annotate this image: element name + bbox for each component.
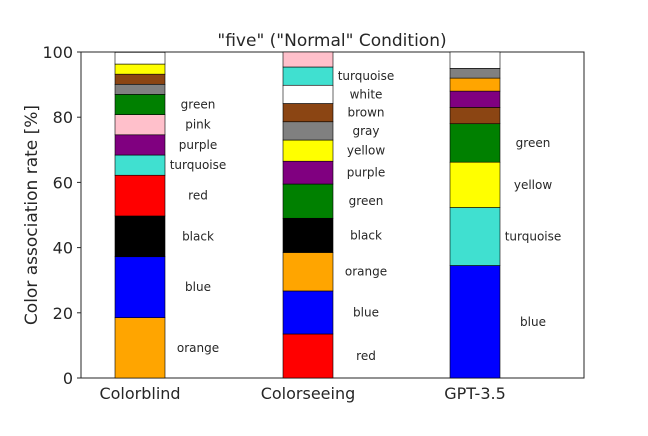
bar-segment-brown <box>282 103 334 123</box>
y-tick-label: 40 <box>53 239 73 258</box>
bar-segment-red <box>282 333 334 379</box>
segment-label-blue: blue <box>520 315 546 329</box>
bar-segment-gray <box>449 68 501 79</box>
bar-segment-turquoise <box>449 207 501 266</box>
segment-label-orange: orange <box>345 265 387 279</box>
segment-label-gray: gray <box>352 124 379 138</box>
segment-label-purple: purple <box>347 166 386 180</box>
bar-segment-white <box>282 84 334 104</box>
y-tick-label: 60 <box>53 173 73 192</box>
bar-segment-yellow <box>282 139 334 162</box>
segment-label-brown: brown <box>347 106 384 120</box>
x-tick-label: GPT-3.5 <box>444 384 506 403</box>
bar-segment-red <box>114 174 166 217</box>
bar-segment-yellow <box>114 63 166 75</box>
segment-label-green: green <box>349 194 384 208</box>
segment-label-red: red <box>356 349 376 363</box>
x-tick-label: Colorseeing <box>261 384 356 403</box>
bar-segment-purple <box>282 160 334 185</box>
bar-segment-pink <box>114 114 166 136</box>
segment-label-white: white <box>350 87 383 101</box>
bar-segment-orange <box>282 252 334 292</box>
y-tick-label: 80 <box>53 108 73 127</box>
bar-segment-black <box>282 217 334 253</box>
bar-segment-purple <box>114 134 166 156</box>
segment-label-red: red <box>188 189 208 203</box>
bar-segment-blue <box>282 290 334 335</box>
bar-segment-yellow <box>449 161 501 208</box>
y-axis-label: Color association rate [%] <box>22 105 42 325</box>
bar-segment-blue <box>449 265 501 379</box>
segment-label-blue: blue <box>185 280 211 294</box>
bar-segment-turquoise <box>282 66 334 86</box>
plot-area: 0 20 40 60 80 100 orange blue black red turquoise p… <box>42 43 585 403</box>
bar-segment-orange <box>114 317 166 379</box>
bar-segment-brown <box>449 107 501 125</box>
bar-segment-pink <box>282 51 334 68</box>
segment-label-orange: orange <box>177 341 219 355</box>
segment-label-black: black <box>182 229 214 243</box>
segment-label-turquoise: turquoise <box>505 230 562 244</box>
bar-segment-green <box>282 183 334 219</box>
segment-label-black: black <box>350 228 382 242</box>
x-tick-label: Colorblind <box>99 384 180 403</box>
bar-segment-green <box>114 94 166 115</box>
segment-label-blue: blue <box>353 305 379 319</box>
bar-segment-black <box>114 215 166 258</box>
segment-label-yellow: yellow <box>347 144 385 158</box>
y-tick-label: 100 <box>42 43 73 62</box>
bar-segment-gray <box>282 121 334 141</box>
y-tick-label: 20 <box>53 304 73 323</box>
bar-segment-blue <box>114 256 166 318</box>
segment-label-green: green <box>181 97 216 111</box>
chart-title: "five" ("Normal" Condition) <box>217 31 446 51</box>
bar-segment-purple <box>449 90 501 108</box>
segment-label-green: green <box>516 136 551 150</box>
bar-segment-brown <box>114 73 166 85</box>
segment-label-purple: purple <box>179 138 218 152</box>
bar-segment-orange <box>449 77 501 92</box>
segment-label-turquoise: turquoise <box>170 158 227 172</box>
segment-label-yellow: yellow <box>514 178 552 192</box>
bar-segment-green <box>449 123 501 163</box>
bar-segment-white <box>114 52 166 65</box>
bar-segment-white <box>449 51 501 69</box>
bar-segment-turquoise <box>114 154 166 176</box>
bar-segment-gray <box>114 83 166 95</box>
y-tick-label: 0 <box>63 369 73 388</box>
segment-label-turquoise: turquoise <box>338 69 395 83</box>
segment-label-pink: pink <box>185 118 211 132</box>
